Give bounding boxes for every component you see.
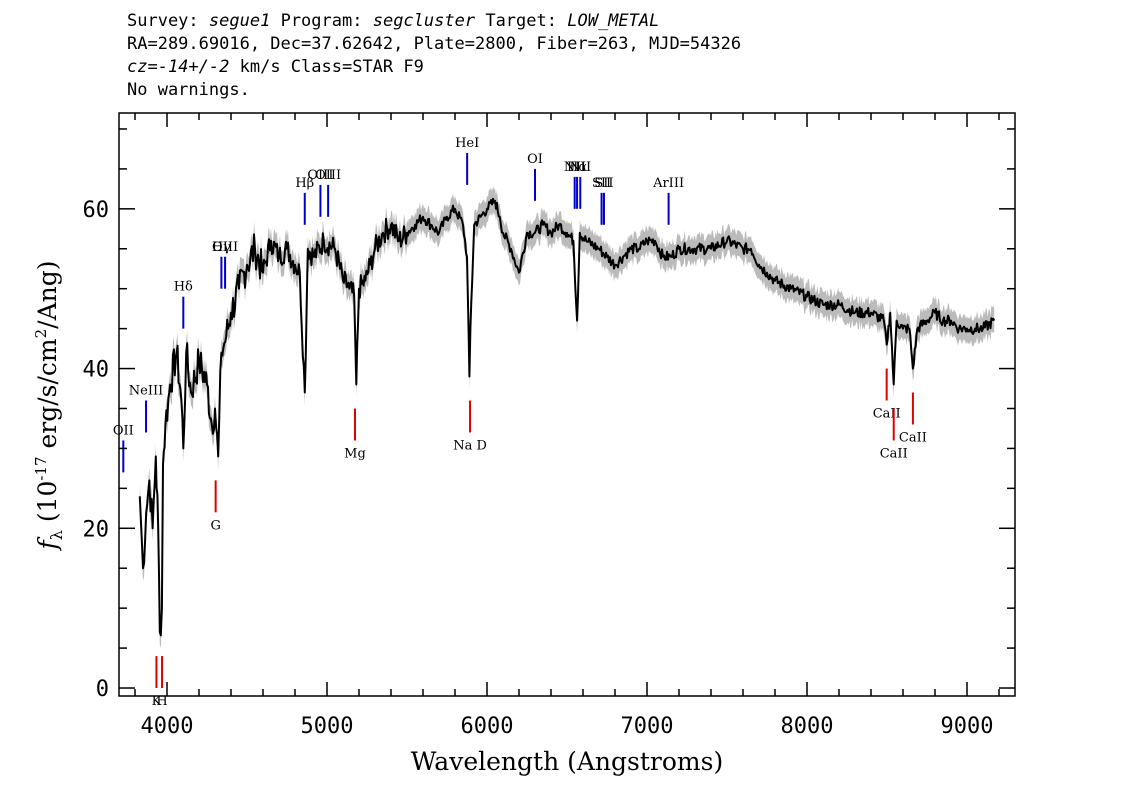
absorption-label: G	[210, 518, 220, 533]
x-tick-label: 6000	[461, 714, 514, 739]
cz-unit-class: km/s Class=STAR F9	[239, 57, 424, 77]
absorption-label: K	[152, 694, 162, 709]
emission-label: Hδ	[174, 280, 193, 295]
emission-label: HeI	[455, 136, 479, 151]
x-tick-label: 7000	[621, 714, 674, 739]
y-tick-label: 40	[83, 358, 110, 383]
spectrum-line	[138, 197, 996, 637]
y-tick-label: 20	[83, 517, 110, 542]
y-tick-label: 60	[83, 198, 110, 223]
cz-label: cz=	[127, 57, 158, 77]
program-value: segcluster	[372, 11, 476, 31]
header-line-1: Survey: segue1 Program: segcluster Targe…	[127, 10, 741, 33]
plot-frame	[118, 112, 1016, 697]
target-label: Target:	[485, 11, 557, 31]
emission-label: OII	[113, 423, 134, 438]
emission-label: Hβ	[295, 176, 314, 191]
x-tick-label: 5000	[301, 714, 354, 739]
x-axis-title: Wavelength (Angstroms)	[411, 747, 723, 776]
spectrum-header: Survey: segue1 Program: segcluster Targe…	[127, 10, 741, 102]
absorption-label: CaII	[899, 430, 927, 445]
cz-value: -14+/-2	[157, 57, 230, 77]
emission-label: SII	[594, 176, 613, 191]
x-tick-label: 9000	[941, 714, 994, 739]
emission-label: NII	[564, 160, 586, 175]
x-tick-label: 4000	[141, 714, 194, 739]
program-label: Program:	[280, 11, 363, 31]
survey-value: segue1	[208, 11, 271, 31]
survey-label: Survey:	[127, 11, 199, 31]
emission-label: OIII	[212, 240, 238, 255]
emission-label: OIII	[315, 168, 341, 183]
absorption-label: CaII	[873, 407, 901, 422]
emission-label: Hα	[567, 160, 587, 175]
header-line-2: RA=289.69016, Dec=37.62642, Plate=2800, …	[127, 34, 742, 54]
x-tick-label: 8000	[781, 714, 834, 739]
emission-label: NeIII	[129, 384, 163, 399]
absorption-label: H	[156, 694, 167, 709]
absorption-label: Na D	[453, 438, 487, 453]
emission-label: ArIII	[652, 176, 684, 191]
emission-label: OI	[527, 152, 543, 167]
spectrum-series	[138, 197, 996, 637]
emission-label: SII	[592, 176, 611, 191]
y-tick-label: 0	[96, 677, 109, 702]
header-line-4: No warnings.	[127, 80, 250, 100]
line-markers: OIINeIIIHδHγOIIIHβOIIIOIIIHeIOINIIHαNIIS…	[113, 136, 927, 709]
target-value: LOW_METAL	[567, 11, 660, 31]
emission-label: OIII	[307, 168, 333, 183]
emission-label: NII	[569, 160, 591, 175]
absorption-label: Mg	[344, 446, 366, 461]
header-line-3: cz=-14+/-2 km/s Class=STAR F9	[127, 56, 741, 79]
y-axis-title: fλ (10-17 erg/s/cm2/Ang)	[32, 260, 66, 551]
absorption-label: CaII	[880, 446, 908, 461]
axis-ticks: 4000 5000 6000 7000 8000 9000 0 20 40 60	[83, 113, 1015, 739]
emission-label: Hγ	[212, 240, 231, 255]
